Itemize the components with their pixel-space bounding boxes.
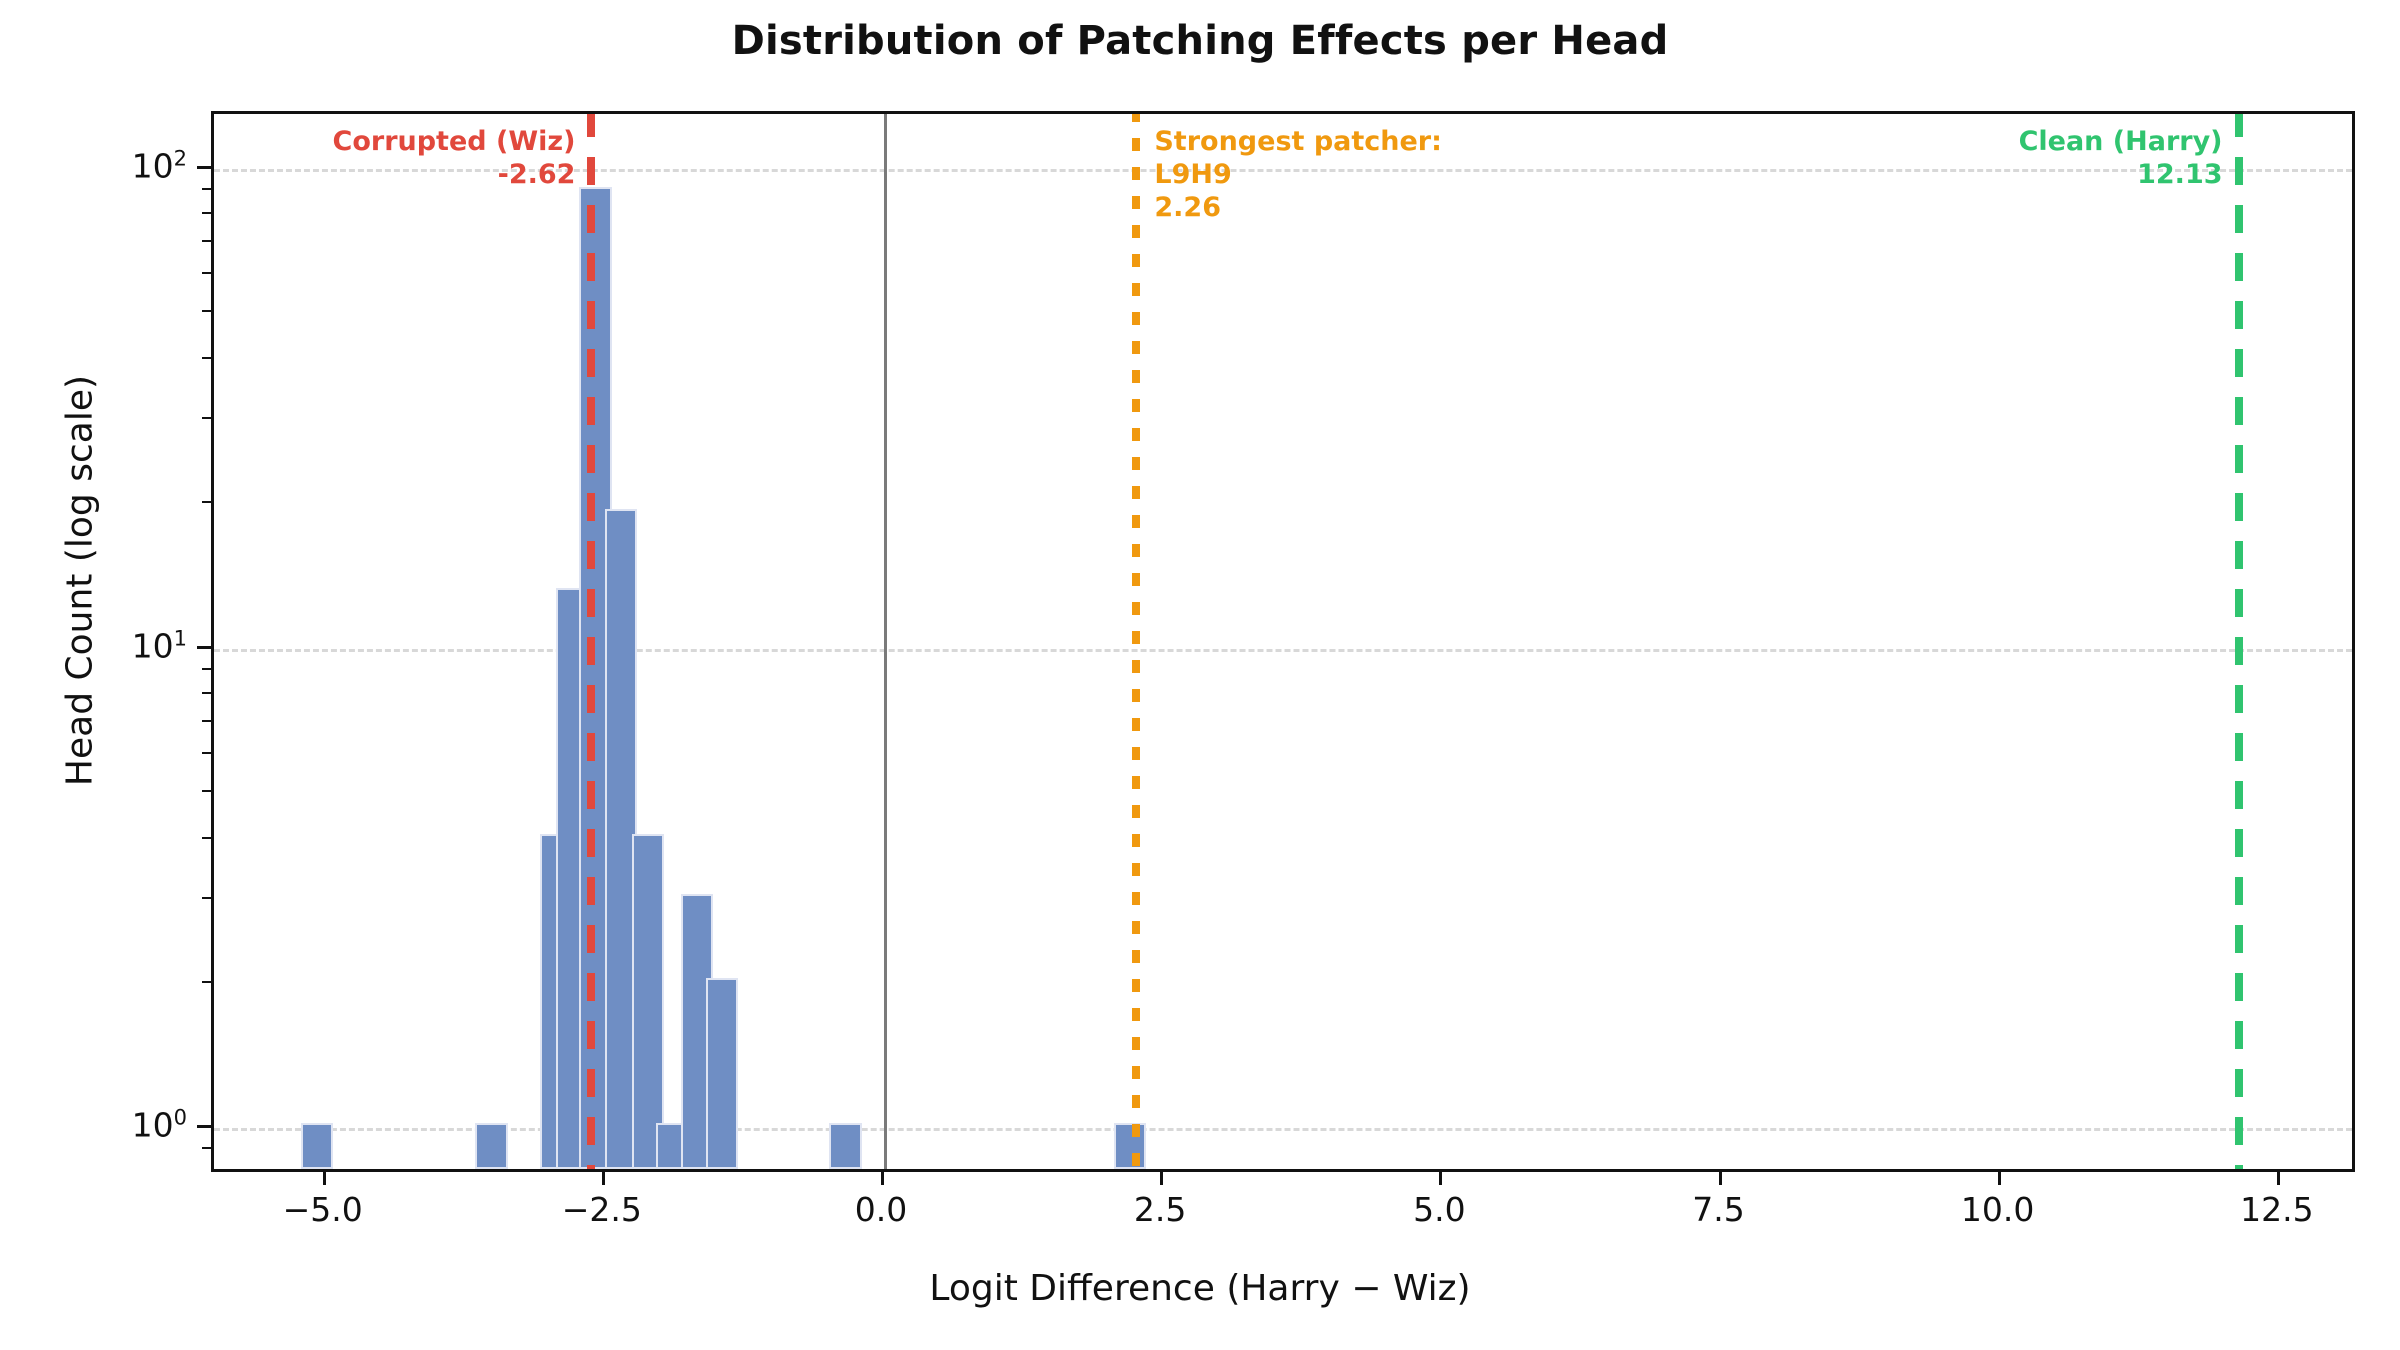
- y-tick-minor: [202, 240, 211, 243]
- annotation-line: Strongest patcher:: [1154, 126, 1442, 157]
- y-tick-minor: [202, 752, 211, 755]
- x-tick: [2276, 1172, 2280, 1185]
- reference-line-corrupted: [587, 114, 596, 1169]
- x-axis-label: Logit Difference (Harry − Wiz): [929, 1268, 1471, 1309]
- annotation-strongest-patcher: Strongest patcher: L9H9 2.26: [1154, 126, 1634, 225]
- x-tick-label: 12.5: [2240, 1190, 2314, 1229]
- y-tick-minor: [202, 692, 211, 695]
- y-tick-minor: [202, 187, 211, 190]
- y-tick-label: 100: [132, 1106, 187, 1145]
- x-tick-label: 2.5: [1133, 1190, 1187, 1229]
- y-tick-exponent: 1: [173, 626, 187, 651]
- x-tick: [601, 1172, 605, 1185]
- annotation-line: L9H9: [1154, 158, 1232, 190]
- gridline-y-10: [214, 648, 2352, 652]
- gridline-y-100: [214, 168, 2352, 172]
- y-tick-exponent: 2: [173, 146, 187, 171]
- y-tick-minor: [202, 356, 211, 359]
- y-tick-minor: [202, 667, 211, 670]
- annotation-line: 12.13: [2137, 158, 2223, 190]
- annotation-line: -2.62: [497, 158, 576, 190]
- x-axis: −5.0 −2.5 0.0 2.5 5.0 7.5 10.0 12.5: [211, 1172, 2355, 1232]
- y-axis: 100 101 102: [0, 111, 211, 1172]
- annotation-clean: Clean (Harry) 12.13: [1803, 126, 2223, 192]
- x-tick-label: 10.0: [1960, 1190, 2035, 1229]
- x-tick-label: −2.5: [561, 1190, 642, 1229]
- x-tick-label: 5.0: [1413, 1190, 1466, 1229]
- x-tick: [1439, 1172, 1443, 1185]
- y-tick-major: [197, 165, 211, 169]
- y-tick-exponent: 0: [173, 1105, 187, 1130]
- x-tick: [322, 1172, 326, 1185]
- histogram-bar: [475, 1122, 508, 1169]
- x-tick: [1160, 1172, 1164, 1185]
- y-tick-minor: [202, 416, 211, 419]
- y-tick-minor: [202, 896, 211, 899]
- y-tick-base: 10: [131, 626, 174, 666]
- x-tick: [1718, 1172, 1722, 1185]
- annotation-line: Corrupted (Wiz): [332, 126, 576, 157]
- histogram-bar: [829, 1122, 862, 1169]
- y-tick-minor: [202, 310, 211, 313]
- reference-line-strongest-patcher: [1132, 114, 1141, 1169]
- histogram-bar: [1114, 1122, 1147, 1169]
- y-tick-minor: [202, 719, 211, 722]
- annotation-line: 2.26: [1154, 191, 1221, 223]
- y-tick-base: 10: [131, 1105, 174, 1145]
- chart-title: Distribution of Patching Effects per Hea…: [731, 18, 1669, 64]
- reference-line-clean: [2234, 114, 2243, 1169]
- y-tick-minor: [202, 212, 211, 215]
- y-tick-minor: [202, 836, 211, 839]
- y-tick-minor: [202, 790, 211, 793]
- x-tick: [881, 1172, 884, 1185]
- x-tick-label: 0.0: [854, 1190, 908, 1229]
- histogram-bar: [301, 1122, 334, 1169]
- y-tick-major: [197, 1125, 211, 1129]
- y-tick-base: 10: [131, 146, 174, 186]
- annotation-corrupted: Corrupted (Wiz) -2.62: [214, 126, 576, 192]
- histogram-bar: [631, 833, 664, 1169]
- plot-area: Corrupted (Wiz) -2.62 Strongest patcher: L9…: [211, 111, 2355, 1172]
- x-tick-label: −5.0: [282, 1190, 363, 1229]
- y-tick-minor: [202, 1147, 211, 1150]
- plot-inner: Corrupted (Wiz) -2.62 Strongest patcher: L9…: [214, 114, 2352, 1169]
- x-tick: [1997, 1172, 2001, 1185]
- y-tick-label: 102: [132, 146, 187, 185]
- annotation-line: Clean (Harry): [2018, 126, 2223, 157]
- gridline-y-1: [214, 1128, 2352, 1132]
- y-tick-minor: [202, 272, 211, 275]
- y-tick-minor: [202, 501, 211, 504]
- zero-reference-line: [884, 114, 887, 1169]
- y-tick-minor: [202, 981, 211, 984]
- y-axis-label: Head Count (log scale): [59, 374, 101, 787]
- y-tick-label: 101: [132, 626, 187, 665]
- y-tick-major: [197, 645, 211, 649]
- x-tick-label: 7.5: [1692, 1190, 1745, 1229]
- histogram-bar: [706, 978, 738, 1169]
